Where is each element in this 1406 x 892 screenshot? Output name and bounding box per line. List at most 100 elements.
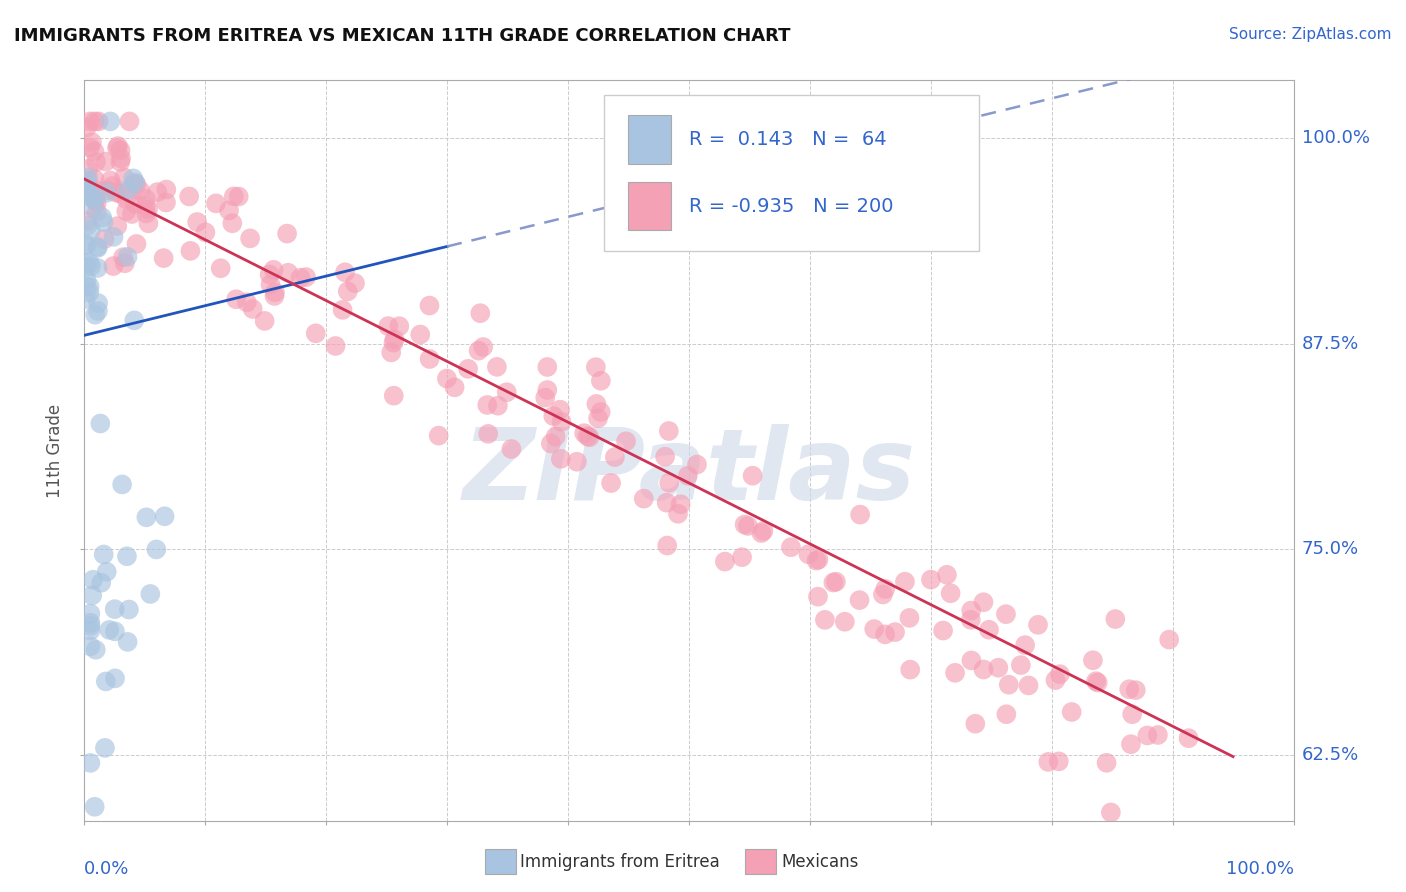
Point xyxy=(734,517,756,532)
Point xyxy=(117,250,139,264)
Point xyxy=(935,567,957,582)
Point xyxy=(79,640,101,654)
Text: 0.0%: 0.0% xyxy=(84,860,129,878)
Point xyxy=(94,740,117,755)
Point xyxy=(86,241,108,255)
Point xyxy=(336,285,359,299)
Point xyxy=(898,663,921,677)
Point xyxy=(155,195,177,210)
Point xyxy=(276,227,298,241)
Point xyxy=(741,468,763,483)
Point xyxy=(654,450,676,464)
Point xyxy=(86,260,108,275)
Point xyxy=(222,189,245,203)
Point xyxy=(155,182,177,196)
Point xyxy=(995,707,1018,722)
Point xyxy=(343,276,366,290)
Point xyxy=(89,417,111,431)
Point xyxy=(228,189,250,203)
Point xyxy=(264,285,287,300)
Point xyxy=(752,524,775,538)
Point xyxy=(76,174,98,188)
Point xyxy=(550,451,572,466)
Point xyxy=(75,260,97,275)
Point xyxy=(959,613,981,627)
Point xyxy=(114,256,136,270)
Point xyxy=(104,624,127,639)
Point xyxy=(565,455,588,469)
Point xyxy=(79,619,101,633)
Point xyxy=(86,240,108,254)
Point xyxy=(333,265,356,279)
Point xyxy=(93,215,115,229)
Point xyxy=(79,624,101,638)
Point xyxy=(139,587,162,601)
Point xyxy=(75,292,97,306)
Point xyxy=(90,575,112,590)
Point xyxy=(714,555,737,569)
Point xyxy=(898,611,921,625)
Point xyxy=(457,362,479,376)
Point xyxy=(79,279,101,293)
Point xyxy=(614,434,637,449)
Point xyxy=(75,238,97,252)
Point xyxy=(115,204,138,219)
Text: 75.0%: 75.0% xyxy=(1302,541,1360,558)
Point xyxy=(124,176,146,190)
Point xyxy=(443,380,465,394)
Point xyxy=(863,622,886,636)
Point xyxy=(186,215,208,229)
Point xyxy=(543,409,565,423)
Point xyxy=(101,179,124,194)
Point xyxy=(122,177,145,191)
Point xyxy=(548,402,571,417)
Point xyxy=(731,550,754,565)
Point xyxy=(83,145,105,159)
Point xyxy=(76,186,98,200)
Point xyxy=(145,542,167,557)
Point xyxy=(658,475,681,490)
Point xyxy=(84,642,107,657)
Point xyxy=(325,339,347,353)
Point xyxy=(179,189,201,203)
Point xyxy=(152,251,174,265)
Point xyxy=(100,173,122,187)
Text: 100.0%: 100.0% xyxy=(1302,128,1369,147)
Point xyxy=(96,186,118,200)
Point xyxy=(737,519,759,533)
Y-axis label: 11th Grade: 11th Grade xyxy=(46,403,65,498)
Point xyxy=(1038,755,1060,769)
Point xyxy=(419,351,441,366)
Point xyxy=(104,671,127,685)
Point xyxy=(382,335,405,350)
Text: 100.0%: 100.0% xyxy=(1226,860,1294,878)
Point xyxy=(875,627,897,641)
Point xyxy=(135,199,157,213)
FancyBboxPatch shape xyxy=(605,95,979,251)
Point xyxy=(259,277,281,292)
Point xyxy=(960,653,983,667)
Point xyxy=(377,319,399,334)
Point xyxy=(242,301,264,316)
Point xyxy=(83,799,105,814)
Point xyxy=(486,399,509,413)
Point xyxy=(1104,612,1126,626)
Point xyxy=(825,574,848,589)
Point xyxy=(658,424,681,438)
Point xyxy=(384,332,406,346)
Point xyxy=(135,510,157,524)
Point xyxy=(1047,755,1070,769)
Point xyxy=(751,526,773,541)
Point xyxy=(93,548,115,562)
Point xyxy=(83,192,105,206)
Point xyxy=(221,216,243,230)
Point xyxy=(1026,617,1049,632)
Point xyxy=(655,496,678,510)
Point xyxy=(80,259,103,273)
Point xyxy=(536,383,558,397)
Point xyxy=(110,152,132,166)
Point xyxy=(103,259,125,273)
Point xyxy=(1118,682,1140,697)
Point xyxy=(1159,632,1181,647)
Point xyxy=(1060,705,1083,719)
